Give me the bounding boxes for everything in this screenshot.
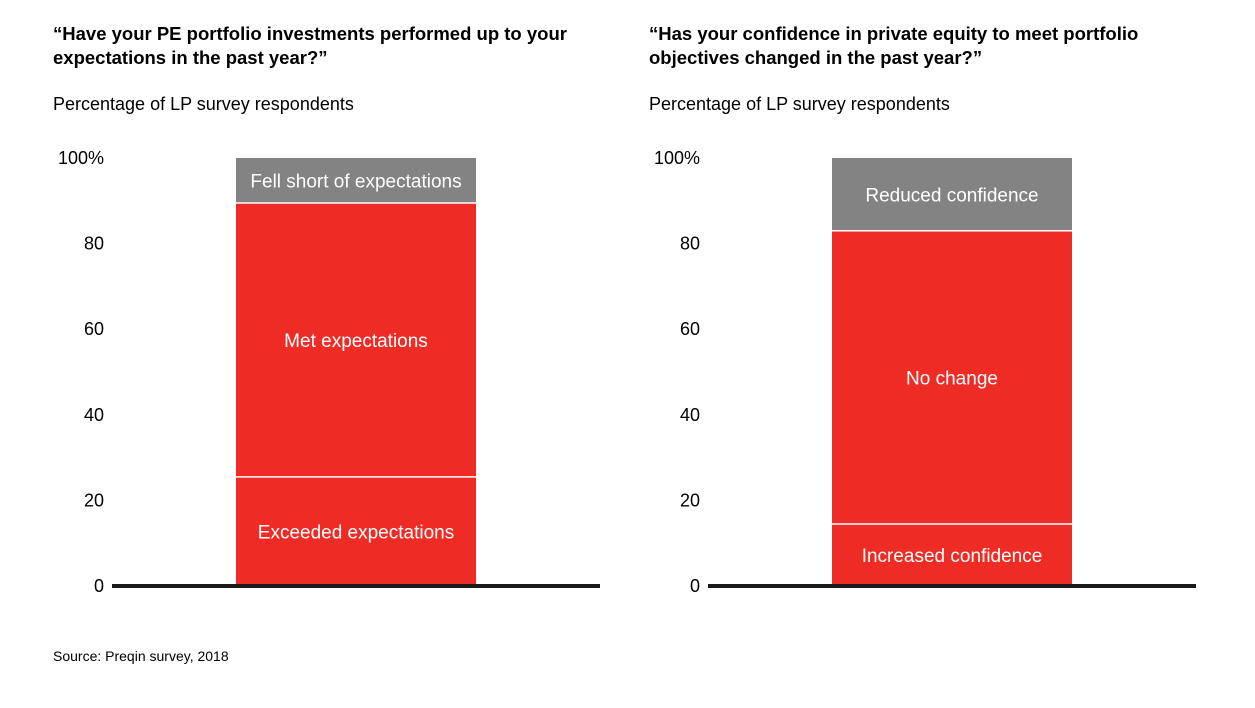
chart-subtitle: Percentage of LP survey respondents — [53, 94, 354, 114]
y-tick-label: 0 — [690, 576, 700, 596]
y-tick-label: 60 — [680, 319, 700, 339]
stacked-bar-chart: 0 20 40 60 80 100% Increased confidence No chan… — [654, 148, 1196, 596]
y-tick-label: 80 — [680, 234, 700, 254]
y-tick-label: 20 — [84, 490, 104, 510]
chart-panel-confidence: “Has your confidence in private equity t… — [596, 0, 1196, 640]
bar-segment — [236, 158, 476, 203]
chart-subtitle: Percentage of LP survey respondents — [649, 94, 950, 114]
segment-label: Reduced confidence — [865, 185, 1038, 206]
y-tick-label: 100% — [58, 148, 104, 168]
chart-panel-performance: “Have your PE portfolio investments perf… — [0, 0, 600, 640]
segment-label: No change — [906, 368, 998, 389]
bar-segment — [832, 158, 1072, 231]
segment-label: Fell short of expectations — [250, 171, 461, 192]
bar-segment — [236, 202, 476, 477]
y-tick-label: 20 — [680, 490, 700, 510]
bar-segment — [832, 523, 1072, 586]
source-note: Source: Preqin survey, 2018 — [53, 648, 229, 664]
y-tick-label: 40 — [84, 405, 104, 425]
stacked-bar-chart: 0 20 40 60 80 100% Exceeded expectations Met ex… — [58, 148, 600, 596]
y-tick-label: 100% — [654, 148, 700, 168]
bar-segment — [236, 476, 476, 586]
segment-label: Met expectations — [284, 331, 428, 352]
y-tick-label: 60 — [84, 319, 104, 339]
y-tick-label: 0 — [94, 576, 104, 596]
bar-segment — [832, 230, 1072, 524]
chart-title: “Has your confidence in private equity t… — [649, 23, 1139, 68]
segment-label: Exceeded expectations — [258, 522, 454, 543]
y-tick-label: 40 — [680, 405, 700, 425]
y-tick-label: 80 — [84, 234, 104, 254]
segment-label: Increased confidence — [862, 546, 1043, 567]
chart-title: “Have your PE portfolio investments perf… — [53, 23, 567, 68]
